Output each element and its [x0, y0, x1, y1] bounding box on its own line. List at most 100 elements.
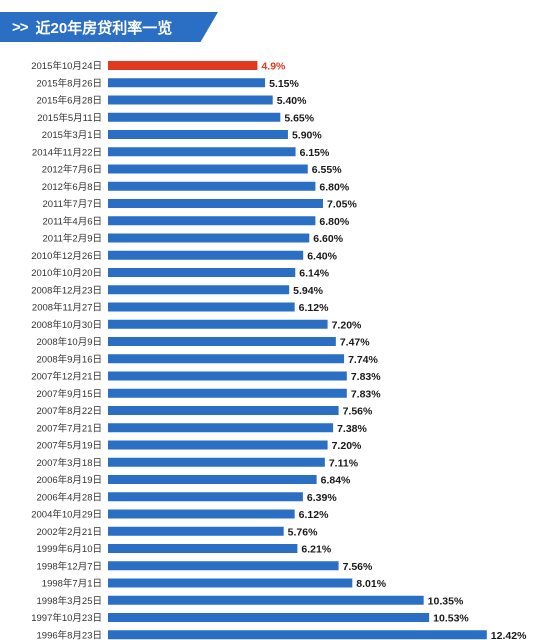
- category-label: 2008年12月23日: [31, 284, 102, 296]
- value-label: 5.90%: [292, 130, 322, 142]
- category-label: 2015年8月26日: [37, 77, 102, 89]
- value-label: 7.11%: [329, 457, 359, 469]
- bar: [108, 233, 310, 243]
- page-title: 近20年房贷利率一览: [35, 19, 173, 37]
- bar: [108, 112, 281, 122]
- category-label: 2007年5月19日: [37, 440, 102, 452]
- bar: [108, 319, 328, 329]
- bar: [108, 630, 487, 640]
- category-label: 2015年10月24日: [31, 60, 102, 72]
- value-label: 5.94%: [293, 285, 323, 297]
- category-label: 2006年8月19日: [37, 474, 102, 486]
- bar: [108, 95, 273, 105]
- bar: [108, 595, 424, 605]
- value-label: 7.38%: [337, 423, 367, 435]
- bar: [108, 302, 295, 312]
- category-label: 2012年6月8日: [42, 181, 102, 193]
- bar: [108, 613, 430, 622]
- category-label: 1998年12月7日: [37, 560, 102, 572]
- value-label: 7.20%: [332, 319, 362, 331]
- bar: [108, 130, 288, 139]
- value-label: 6.14%: [299, 268, 329, 280]
- bar: [108, 147, 296, 157]
- category-label: 2007年7月21日: [37, 422, 102, 434]
- category-label: 1999年6月10日: [37, 543, 102, 555]
- value-label: 5.65%: [284, 112, 314, 124]
- bar: [108, 268, 296, 277]
- bar: [108, 440, 328, 450]
- value-label: 7.83%: [351, 371, 381, 383]
- bar: [108, 509, 295, 519]
- value-label: 6.12%: [299, 509, 329, 521]
- category-label: 2008年10月9日: [37, 336, 102, 348]
- category-label: 2006年4月28日: [37, 491, 102, 503]
- value-label: 6.84%: [321, 475, 351, 487]
- value-label: 6.40%: [307, 250, 337, 262]
- category-label: 2014年11月22日: [32, 146, 102, 158]
- value-label: 12.42%: [491, 630, 527, 640]
- value-label: 10.35%: [428, 595, 464, 607]
- category-label: 2010年12月26日: [31, 250, 102, 262]
- category-label: 1998年7月1日: [42, 578, 102, 590]
- value-label: 5.76%: [288, 526, 318, 538]
- value-label: 7.83%: [351, 388, 381, 400]
- bar: [108, 544, 298, 553]
- bar: [108, 423, 334, 433]
- category-label: 2002年2月21日: [37, 526, 102, 538]
- bar: [108, 216, 316, 226]
- value-label: 6.60%: [313, 233, 343, 245]
- category-label: 2007年8月22日: [37, 405, 102, 417]
- bar: [108, 371, 347, 381]
- value-label: 6.55%: [312, 164, 342, 176]
- value-label: 7.20%: [332, 440, 362, 452]
- category-label: 2007年12月21日: [31, 371, 102, 383]
- bar: [108, 561, 339, 571]
- value-label: 8.01%: [356, 578, 386, 590]
- bar: [108, 526, 284, 536]
- bar: [108, 406, 339, 415]
- value-label: 6.80%: [319, 216, 349, 228]
- category-label: 1998年3月25日: [37, 595, 102, 607]
- category-label: 2012年7月6日: [42, 164, 102, 176]
- value-label: 7.74%: [348, 354, 378, 366]
- bar: [108, 250, 304, 260]
- category-label: 2008年9月16日: [37, 353, 102, 365]
- category-label: 1997年10月23日: [31, 612, 102, 624]
- category-label: 2011年2月9日: [43, 233, 103, 245]
- bar: [108, 199, 324, 208]
- title-banner: >> 近20年房贷利率一览: [0, 12, 218, 42]
- value-label: 6.21%: [301, 544, 331, 556]
- chevron-right-icon: >>: [12, 18, 29, 36]
- category-label: 2004年10月29日: [31, 509, 102, 521]
- bar: [108, 337, 336, 346]
- category-label: 2008年11月27日: [32, 302, 102, 314]
- bar: [108, 354, 345, 364]
- value-label: 5.40%: [277, 95, 307, 107]
- bar: [108, 578, 353, 588]
- category-label: 2007年3月18日: [37, 457, 102, 469]
- category-label: 2015年6月28日: [37, 95, 102, 107]
- value-label: 6.80%: [319, 181, 349, 193]
- bar: [108, 457, 325, 467]
- value-label: 6.15%: [300, 147, 330, 159]
- value-label: 7.56%: [343, 561, 373, 573]
- value-label: 7.56%: [343, 406, 373, 418]
- bar: [108, 475, 317, 484]
- category-label: 1996年8月23日: [37, 629, 102, 640]
- value-label: 7.47%: [340, 337, 370, 349]
- category-label: 2007年9月15日: [37, 388, 102, 400]
- value-label: 6.39%: [307, 492, 337, 504]
- category-label: 2010年10月20日: [31, 267, 102, 279]
- value-label: 6.12%: [299, 302, 329, 314]
- category-label: 2011年7月7日: [43, 198, 103, 210]
- category-label: 2008年10月30日: [31, 319, 102, 331]
- value-label: 7.05%: [327, 199, 357, 211]
- value-label: 10.53%: [433, 613, 469, 625]
- bar: [108, 164, 308, 174]
- bar: [108, 181, 316, 191]
- bar: [108, 61, 258, 70]
- category-label: 2011年4月6日: [43, 215, 103, 227]
- bar: [108, 285, 290, 295]
- bar: [108, 492, 303, 502]
